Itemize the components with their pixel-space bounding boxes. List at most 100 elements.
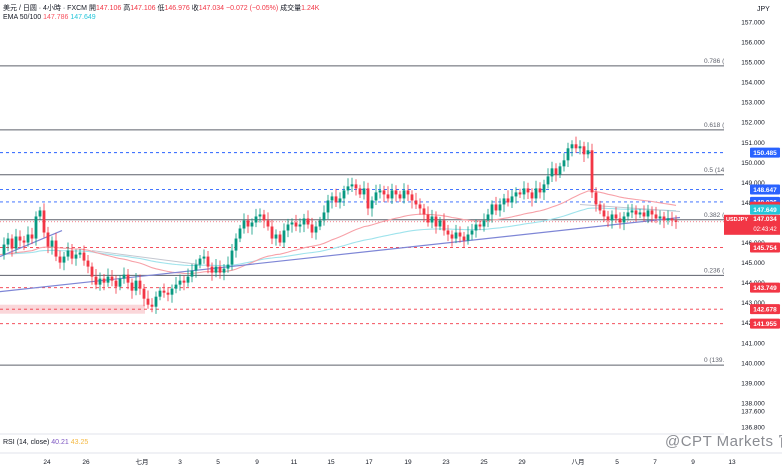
rsi-ma-value: 43.25 [70, 439, 89, 446]
candle-body [250, 222, 254, 227]
candle-body [518, 192, 522, 195]
candle-body [650, 210, 654, 215]
candle-body [342, 190, 346, 199]
candle-body [470, 230, 474, 235]
y-tick-label: 149.000 [741, 180, 765, 187]
candle-body [410, 194, 414, 201]
candle-body [662, 216, 666, 221]
y-tick-label: 137.600 [741, 408, 765, 415]
candle-body [346, 186, 350, 191]
close-value: 147.034 [198, 5, 225, 12]
x-tick-label: 15 [327, 459, 335, 466]
candle-body [170, 288, 174, 295]
price-tag [750, 282, 780, 293]
candle-body [418, 204, 422, 209]
candle-body [218, 266, 222, 273]
price-tag-text: 145.754 [753, 245, 777, 252]
candle-body [10, 238, 14, 249]
candle-body [158, 290, 162, 297]
candle-body [126, 274, 130, 283]
candle-body [450, 234, 454, 239]
y-tick-label: 139.000 [741, 380, 765, 387]
candle-body [594, 192, 598, 205]
ema50-value: 147.786 [43, 14, 69, 21]
candle-body [62, 256, 66, 263]
candle-body [230, 250, 234, 265]
watermark: @CPT Markets 官方 [665, 433, 782, 450]
candle-body [382, 190, 386, 195]
currency-label: JPY [757, 6, 770, 13]
last-price-tag-value [750, 214, 780, 235]
candle-body [122, 274, 126, 279]
volume-label: 成交量 [280, 5, 302, 12]
candle-body [142, 288, 146, 299]
candle-body [58, 256, 62, 263]
x-tick-label: 11 [291, 459, 298, 466]
y-tick-label: 156.000 [741, 40, 765, 47]
candle-body [578, 146, 582, 149]
y-tick-label: 154.000 [741, 80, 765, 87]
candle-body [326, 200, 330, 213]
candle-body [646, 210, 650, 217]
x-tick-label: 3 [178, 459, 182, 466]
candle-body [422, 208, 426, 215]
candle-body [438, 220, 442, 227]
candle-body [318, 220, 322, 227]
candle-body [462, 236, 466, 241]
y-tick-label: 155.000 [741, 60, 765, 67]
fib-grid: 0.786 (154.810)0.618 (151.619)0.5 (149.3… [0, 58, 750, 366]
candle-body [386, 194, 390, 199]
candle-body [82, 252, 86, 261]
trend-line-short [0, 229, 63, 258]
candle-body [262, 214, 266, 221]
candle-body [294, 222, 298, 227]
open-label: 開 [88, 5, 96, 12]
candle-body [194, 264, 198, 271]
x-tick-label: 24 [43, 459, 51, 466]
ema-lines [0, 190, 677, 275]
candle-body [366, 188, 370, 209]
price-tag [750, 204, 780, 215]
candle-body [486, 214, 490, 221]
candle-body [466, 234, 470, 241]
price-tag-text: 150.485 [753, 150, 777, 157]
x-tick-label: 29 [518, 459, 526, 466]
candle-body [562, 160, 566, 167]
candle-body [370, 200, 374, 209]
y-tick-label: 153.000 [741, 100, 765, 107]
candle-body [446, 230, 450, 235]
price-tag [750, 318, 780, 329]
candle-body [394, 190, 398, 195]
candle-body [242, 220, 246, 229]
price-tag-text: 147.649 [753, 207, 777, 214]
last-price-tag [724, 214, 750, 235]
candle-body [626, 212, 630, 217]
candle-body [670, 218, 674, 221]
candle-body [490, 204, 494, 215]
candle-body [458, 232, 462, 237]
close-label: 收 [191, 5, 199, 12]
candle-body [634, 210, 638, 215]
candle-body [34, 216, 38, 239]
x-tick-label: 5 [216, 459, 220, 466]
candle-body [574, 144, 578, 149]
candle-body [290, 222, 294, 225]
candle-body [614, 214, 618, 219]
candle-body [138, 280, 142, 289]
candle-body [54, 240, 58, 257]
symbol-tag-text: USDJPY [726, 217, 748, 223]
candle-body [618, 218, 622, 223]
price-tag [750, 184, 780, 195]
price-tag-text: 148.647 [753, 187, 777, 194]
x-tick-label: 26 [82, 459, 90, 466]
candle-body [430, 216, 434, 223]
candle-body [642, 212, 646, 217]
candle-body [622, 216, 626, 223]
candle-body [374, 192, 378, 201]
candle-body [630, 210, 634, 213]
candle-body [442, 220, 446, 231]
y-tick-label: 141.000 [741, 340, 765, 347]
candle-body [406, 190, 410, 195]
price-axis: 157.000 156.000 155.000 154.000 153.000 152.0… [0, 19, 782, 454]
